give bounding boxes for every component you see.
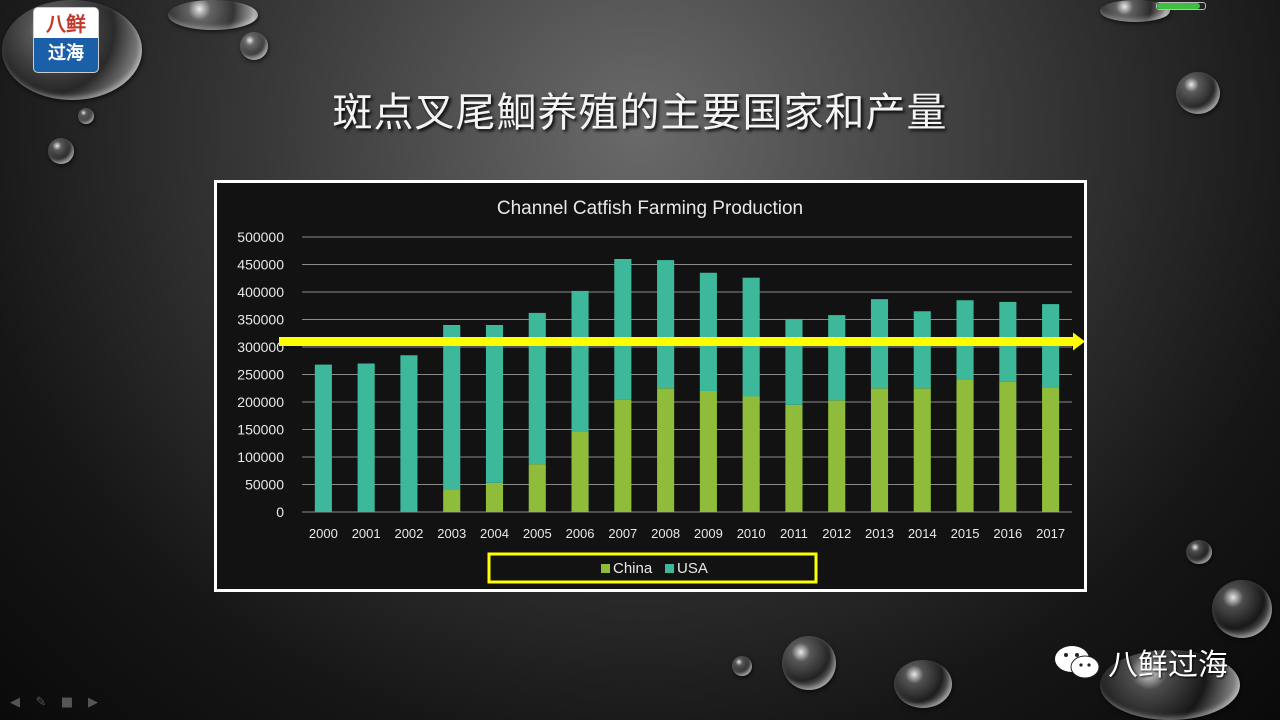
wechat-icon — [1055, 646, 1100, 679]
x-tick-label: 2017 — [1036, 526, 1065, 541]
x-tick-label: 2000 — [309, 526, 338, 541]
x-tick-label: 2010 — [737, 526, 766, 541]
y-tick-label: 150000 — [237, 422, 284, 438]
x-tick-label: 2001 — [352, 526, 381, 541]
y-tick-label: 100000 — [237, 449, 284, 465]
water-bubble — [240, 32, 268, 60]
legend-swatch-china — [601, 564, 610, 573]
legend-swatch-usa — [665, 564, 674, 573]
bar-china-2014 — [913, 388, 931, 512]
water-bubble — [48, 138, 74, 164]
slide-progress-bar — [1156, 2, 1206, 10]
previous-slide-icon[interactable]: ◀ — [10, 695, 20, 710]
bar-usa-2007 — [614, 259, 632, 400]
y-tick-label: 200000 — [237, 394, 284, 410]
logo-top-text: 八鲜 — [34, 8, 98, 38]
x-tick-label: 2015 — [951, 526, 980, 541]
bar-usa-2003 — [443, 325, 461, 490]
water-bubble — [894, 660, 952, 708]
bar-usa-2008 — [657, 260, 675, 389]
menu-icon[interactable]: ■ — [60, 695, 74, 710]
chart-title: Channel Catfish Farming Production — [497, 198, 803, 219]
bar-china-2015 — [956, 380, 974, 512]
y-tick-label: 500000 — [237, 229, 284, 245]
pen-icon[interactable]: ✎ — [35, 695, 47, 710]
bar-chart: Channel Catfish Farming Production 0 5000… — [237, 198, 1084, 584]
bar-usa-2011 — [785, 318, 803, 405]
bar-china-2016 — [999, 381, 1017, 512]
y-tick-label: 50000 — [245, 477, 284, 493]
x-tick-label: 2003 — [437, 526, 466, 541]
bar-china-2011 — [785, 404, 803, 512]
bar-usa-2002 — [400, 355, 418, 512]
legend-highlight-box — [487, 552, 818, 584]
bar-china-2013 — [870, 388, 889, 512]
x-tick-label: 2013 — [865, 526, 894, 541]
slide-progress-fill — [1157, 3, 1201, 9]
logo: 八鲜 过海 — [34, 8, 98, 72]
next-slide-icon[interactable]: ▶ — [88, 695, 98, 710]
water-bubble — [1212, 580, 1272, 638]
x-tick-label: 2012 — [822, 526, 851, 541]
water-bubble — [782, 636, 836, 690]
y-tick-label: 350000 — [237, 312, 284, 328]
x-tick-label: 2009 — [694, 526, 723, 541]
bar-usa-2004 — [485, 325, 504, 483]
water-bubble — [732, 656, 752, 676]
bar-china-2008 — [657, 388, 675, 512]
water-bubble — [1186, 540, 1212, 564]
y-tick-label: 250000 — [237, 367, 284, 383]
x-tick-label: 2006 — [566, 526, 595, 541]
legend-label-usa: USA — [677, 560, 708, 577]
legend-label-china: China — [613, 560, 653, 577]
bar-usa-2005 — [528, 312, 546, 465]
y-tick-label: 400000 — [237, 284, 284, 300]
water-bubble — [1176, 72, 1220, 114]
bar-usa-2001 — [357, 363, 375, 512]
logo-bottom-text: 过海 — [34, 38, 98, 72]
bar-usa-2014 — [913, 311, 931, 389]
slide-title: 斑点叉尾鮰养殖的主要国家和产量 — [332, 90, 948, 136]
chart-frame: Channel Catfish Farming Production 0 5000… — [214, 180, 1087, 592]
bar-china-2007 — [614, 399, 632, 512]
x-tick-label: 2002 — [394, 526, 423, 541]
x-tick-label: 2016 — [993, 526, 1022, 541]
bar-china-2006 — [571, 431, 589, 512]
x-tick-label: 2008 — [651, 526, 680, 541]
x-tick-label: 2005 — [523, 526, 552, 541]
bar-usa-2012 — [828, 315, 846, 401]
water-bubble — [1100, 0, 1170, 22]
bar-usa-2006 — [571, 290, 589, 432]
bar-usa-2009 — [699, 272, 717, 391]
x-tick-label: 2014 — [908, 526, 937, 541]
brand-name: 八鲜过海 — [1108, 648, 1228, 683]
x-tick-label: 2004 — [480, 526, 509, 541]
water-bubble — [1100, 650, 1240, 720]
bar-china-2010 — [742, 396, 760, 512]
bar-china-2017 — [1042, 387, 1060, 512]
bar-china-2003 — [443, 490, 461, 512]
slide-nav-toolbar: ◀ ✎ ■ ▶ — [6, 696, 102, 710]
bar-china-2004 — [485, 482, 504, 512]
water-bubble — [168, 0, 258, 30]
bar-china-2005 — [528, 464, 546, 512]
y-tick-label: 0 — [276, 504, 284, 520]
y-tick-label: 450000 — [237, 257, 284, 273]
highlight-arrow-head — [1073, 332, 1084, 351]
bar-china-2012 — [828, 400, 846, 512]
bar-china-2009 — [699, 391, 717, 512]
x-tick-label: 2011 — [780, 526, 808, 541]
brand-watermark: 八鲜过海 — [1052, 640, 1228, 684]
y-tick-label: 300000 — [237, 339, 284, 355]
water-bubble — [78, 108, 94, 124]
x-tick-label: 2007 — [608, 526, 637, 541]
bar-usa-2000 — [314, 364, 332, 512]
